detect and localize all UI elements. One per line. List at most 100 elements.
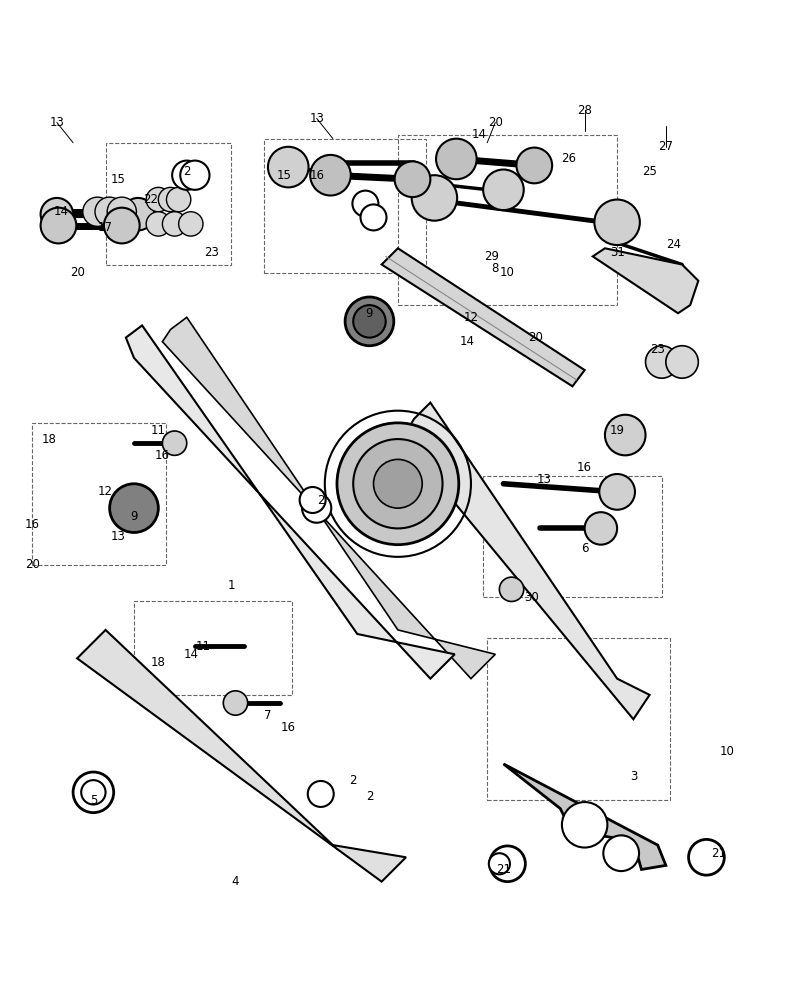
Text: 15: 15 [277, 169, 291, 182]
Text: 14: 14 [471, 128, 486, 141]
Text: 27: 27 [658, 140, 672, 153]
Polygon shape [77, 630, 406, 882]
Text: 15: 15 [110, 173, 125, 186]
Bar [32, 423, 166, 565]
Text: 30: 30 [524, 591, 539, 604]
Text: 24: 24 [666, 238, 680, 251]
Text: 8: 8 [491, 262, 499, 275]
Circle shape [499, 577, 523, 601]
Circle shape [307, 781, 333, 807]
Text: 21: 21 [496, 863, 510, 876]
Circle shape [394, 161, 430, 197]
Text: 11: 11 [151, 424, 165, 437]
Circle shape [172, 161, 201, 190]
Circle shape [310, 155, 350, 196]
Text: 17: 17 [98, 221, 113, 234]
Text: 10: 10 [500, 266, 514, 279]
Text: 13: 13 [110, 530, 125, 543]
Circle shape [353, 305, 385, 338]
Circle shape [584, 512, 616, 545]
Circle shape [158, 187, 182, 212]
Circle shape [603, 835, 638, 871]
Circle shape [104, 208, 139, 243]
Text: 2: 2 [365, 790, 373, 803]
Text: 21: 21 [710, 847, 725, 860]
Text: 18: 18 [151, 656, 165, 669]
Circle shape [688, 839, 723, 875]
Text: 14: 14 [183, 648, 198, 661]
Text: 9: 9 [130, 510, 138, 523]
Circle shape [645, 346, 677, 378]
Circle shape [665, 346, 697, 378]
Text: 18: 18 [41, 433, 56, 446]
Circle shape [594, 200, 639, 245]
Polygon shape [503, 764, 665, 869]
Bar [134, 601, 292, 695]
Text: 20: 20 [70, 266, 84, 279]
Text: 22: 22 [143, 193, 157, 206]
Circle shape [436, 139, 476, 179]
Text: 26: 26 [560, 152, 575, 165]
Bar [483, 476, 661, 597]
Text: 2: 2 [349, 774, 357, 787]
Bar [397, 135, 616, 305]
Circle shape [166, 187, 191, 212]
Text: 16: 16 [577, 461, 591, 474]
Bar [264, 139, 426, 273]
Circle shape [107, 197, 136, 226]
Text: 2: 2 [316, 493, 324, 506]
Text: 16: 16 [281, 721, 295, 734]
Polygon shape [592, 248, 697, 313]
Circle shape [83, 197, 112, 226]
Text: 20: 20 [25, 558, 40, 571]
Text: 13: 13 [536, 473, 551, 486]
Circle shape [162, 212, 187, 236]
Text: 14: 14 [459, 335, 474, 348]
Polygon shape [401, 403, 649, 719]
Circle shape [95, 197, 124, 226]
Circle shape [299, 487, 325, 513]
Bar [487, 638, 669, 800]
Circle shape [373, 459, 422, 508]
Text: 25: 25 [642, 165, 656, 178]
Text: 16: 16 [155, 449, 169, 462]
Text: 6: 6 [580, 542, 588, 555]
Circle shape [360, 204, 386, 230]
Text: 12: 12 [463, 311, 478, 324]
Circle shape [352, 191, 378, 217]
Text: 19: 19 [609, 424, 624, 437]
Circle shape [604, 415, 645, 455]
Circle shape [180, 161, 209, 190]
Text: 20: 20 [528, 331, 543, 344]
Text: 14: 14 [54, 205, 68, 218]
Circle shape [146, 212, 170, 236]
Text: 1: 1 [227, 579, 235, 592]
Circle shape [489, 846, 525, 882]
Text: 13: 13 [309, 112, 324, 125]
Circle shape [483, 170, 523, 210]
Circle shape [41, 198, 73, 230]
Text: 16: 16 [309, 169, 324, 182]
Circle shape [73, 772, 114, 813]
Text: 3: 3 [629, 770, 637, 783]
Circle shape [81, 780, 105, 804]
Circle shape [561, 802, 607, 848]
Circle shape [516, 148, 551, 183]
Text: 31: 31 [609, 246, 624, 259]
Text: 28: 28 [577, 104, 591, 117]
Circle shape [162, 431, 187, 455]
Polygon shape [381, 248, 584, 386]
Circle shape [411, 175, 457, 221]
Text: 20: 20 [487, 116, 502, 129]
Polygon shape [162, 317, 495, 679]
Text: 11: 11 [195, 640, 210, 653]
Circle shape [337, 423, 458, 545]
Circle shape [268, 147, 308, 187]
Circle shape [178, 212, 203, 236]
Circle shape [302, 494, 331, 523]
Circle shape [122, 198, 154, 230]
Text: 13: 13 [49, 116, 64, 129]
Text: 23: 23 [650, 343, 664, 356]
Circle shape [223, 691, 247, 715]
Circle shape [353, 439, 442, 528]
